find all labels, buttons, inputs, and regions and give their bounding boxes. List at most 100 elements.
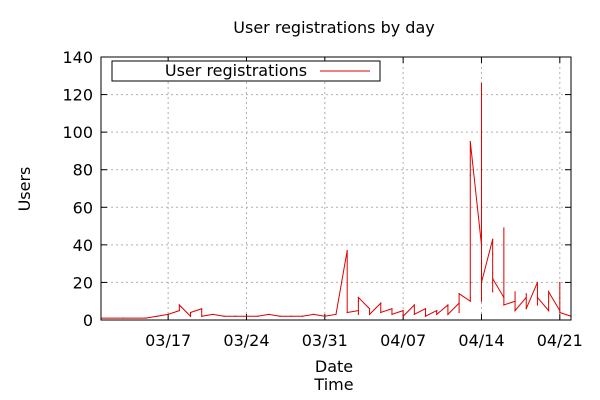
data-point [201,315,203,317]
x-tick-label: 04/14 [458,331,504,350]
data-point [492,291,494,293]
data-point [559,296,561,299]
data-point [548,291,550,293]
data-point [424,315,427,317]
legend-box [111,60,381,82]
x-tick-label: 03/31 [302,331,348,350]
y-tick-label: 120 [62,86,93,105]
data-point [536,304,539,306]
data-point [122,317,124,319]
data-point [413,313,415,315]
axis-ticks: 0 20 40 60 80 100 120 140 03/17 03/24 03/31 04/07 04… [62,48,582,350]
data-point [201,308,203,310]
legend: User registrations [111,60,381,82]
y-tick-label: 20 [73,273,93,292]
data-point [492,253,494,255]
data-point [525,296,527,299]
data-point [458,311,460,314]
data-point [290,315,292,317]
x-tick-label: 03/24 [223,331,269,350]
data-point [324,315,326,317]
data-point [480,187,483,190]
data-point [447,304,449,306]
data-point [514,300,516,302]
data-point [391,313,393,315]
data-point [346,249,348,252]
y-tick-label: 100 [62,123,93,142]
data-point [178,304,180,306]
data-point [480,263,483,265]
data-point [212,313,214,315]
data-point [301,315,304,317]
data-point [548,300,550,302]
x-tick-label: 04/07 [380,331,426,350]
data-point [536,281,539,284]
data-point [380,311,382,314]
data-point [413,304,415,306]
data-point [436,310,438,312]
data-point [189,311,192,314]
data-point [156,315,158,317]
data-point [480,137,483,139]
data-point [480,225,483,227]
data-point [469,281,471,284]
data-point [480,82,483,84]
data-point [480,300,483,302]
grid-lines [101,57,571,320]
data-point [368,313,371,315]
legend-label: User registrations [165,61,307,80]
data-point [525,308,527,310]
data-point [536,296,539,299]
x-axis-label-line: Date [315,357,353,376]
data-point [503,296,505,299]
y-tick-label: 0 [83,311,93,330]
data-point [469,296,471,299]
data-point [167,313,169,315]
data-point [335,313,337,315]
data-point [480,244,483,246]
data-point [469,174,471,176]
data-point [559,311,561,314]
data-point [234,315,236,317]
data-point [380,302,382,304]
data-point [436,313,438,315]
data-point [391,308,393,310]
y-tick-label: 140 [62,48,93,67]
data-point [503,227,505,229]
data-point [245,315,248,317]
data-point [357,313,359,315]
data-point [492,272,494,274]
data-point [514,310,516,312]
data-point [268,313,270,315]
data-point [189,315,192,317]
data-point [559,281,561,284]
data-point [402,310,404,312]
data-point [145,317,147,319]
y-axis-label: Users [15,167,34,212]
data-point [492,278,494,280]
data-point [492,238,494,240]
data-point [514,291,516,293]
data-point [313,313,315,315]
x-tick-label: 03/17 [145,331,191,350]
data-point [458,302,460,304]
data-point [480,169,483,171]
y-tick-label: 60 [73,198,93,217]
data-point [357,310,359,312]
data-point [525,293,527,295]
data-point [447,313,449,315]
data-point [357,296,359,299]
chart-title: User registrations by day [233,18,434,37]
data-point [223,315,225,317]
data-point [548,310,550,312]
data-point [346,311,348,314]
data-point [357,300,359,302]
series-layer [100,82,572,319]
y-tick-label: 40 [73,236,93,255]
x-axis-label-line: Time [313,375,353,394]
x-axis-label: Date Time [313,357,353,394]
plot-frame [100,56,572,321]
data-point [469,300,471,302]
data-point [503,304,505,306]
